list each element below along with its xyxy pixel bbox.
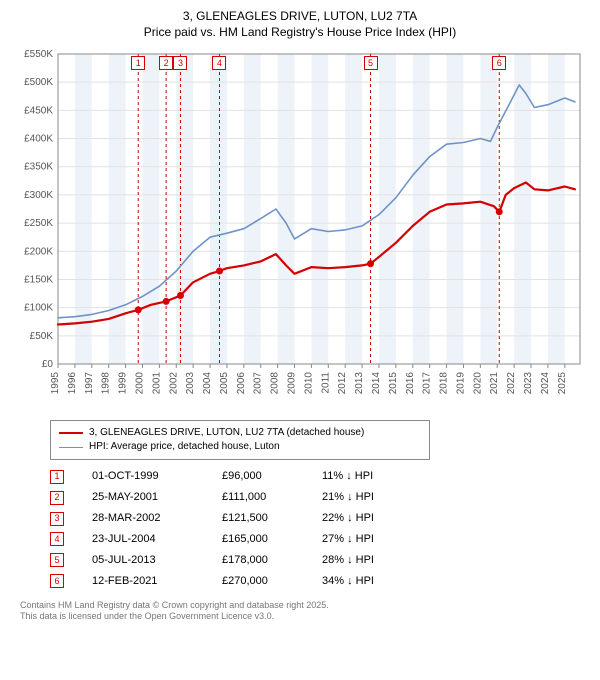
chart-area: £0 £50K £100K £150K £200K £250K £300K £350K £400… bbox=[10, 44, 590, 414]
svg-text:1999: 1999 bbox=[118, 372, 129, 395]
svg-text:2010: 2010 bbox=[303, 372, 314, 395]
legend-item-1: HPI: Average price, detached house, Luto… bbox=[59, 440, 421, 454]
svg-text:2017: 2017 bbox=[422, 372, 433, 395]
svg-text:2014: 2014 bbox=[371, 372, 382, 395]
transaction-vs-hpi: 21% ↓ HPI bbox=[322, 487, 442, 508]
svg-text:2025: 2025 bbox=[557, 372, 568, 395]
svg-text:2024: 2024 bbox=[540, 372, 551, 395]
transaction-vs-hpi: 11% ↓ HPI bbox=[322, 466, 442, 487]
transaction-date: 05-JUL-2013 bbox=[92, 550, 222, 571]
copyright-line-1: Contains HM Land Registry data © Crown c… bbox=[20, 600, 590, 612]
transaction-vs-hpi: 22% ↓ HPI bbox=[322, 508, 442, 529]
transaction-row: 5 05-JUL-2013£178,00028% ↓ HPI bbox=[50, 550, 590, 571]
transaction-vs-hpi: 27% ↓ HPI bbox=[322, 529, 442, 550]
svg-text:2021: 2021 bbox=[489, 372, 500, 395]
transaction-row: 2 25-MAY-2001£111,00021% ↓ HPI bbox=[50, 487, 590, 508]
transaction-date: 28-MAR-2002 bbox=[92, 508, 222, 529]
transaction-marker-num: 3 bbox=[50, 512, 64, 526]
svg-text:2011: 2011 bbox=[320, 372, 331, 394]
svg-text:£0: £0 bbox=[42, 359, 54, 370]
line-chart-svg: £0 £50K £100K £150K £200K £250K £300K £350K £400… bbox=[10, 44, 590, 414]
svg-text:2016: 2016 bbox=[405, 372, 416, 395]
transaction-price: £178,000 bbox=[222, 550, 322, 571]
svg-text:2012: 2012 bbox=[337, 372, 348, 395]
transaction-vs-hpi: 34% ↓ HPI bbox=[322, 571, 442, 592]
svg-text:2009: 2009 bbox=[287, 372, 298, 395]
svg-text:£150K: £150K bbox=[24, 275, 53, 286]
transaction-marker-num: 4 bbox=[50, 532, 64, 546]
svg-text:1997: 1997 bbox=[84, 372, 95, 395]
svg-text:2004: 2004 bbox=[202, 372, 213, 395]
legend-swatch bbox=[59, 432, 83, 434]
copyright-line-2: This data is licensed under the Open Gov… bbox=[20, 611, 590, 623]
svg-text:2001: 2001 bbox=[151, 372, 162, 395]
svg-text:2007: 2007 bbox=[253, 372, 264, 395]
svg-text:1996: 1996 bbox=[67, 372, 78, 395]
svg-text:2006: 2006 bbox=[236, 372, 247, 395]
transaction-price: £165,000 bbox=[222, 529, 322, 550]
svg-text:2022: 2022 bbox=[506, 372, 517, 395]
svg-text:2000: 2000 bbox=[134, 372, 145, 395]
svg-text:2018: 2018 bbox=[439, 372, 450, 395]
title-subtitle: Price paid vs. HM Land Registry's House … bbox=[10, 24, 590, 40]
transaction-date: 25-MAY-2001 bbox=[92, 487, 222, 508]
page-root: 3, GLENEAGLES DRIVE, LUTON, LU2 7TA Pric… bbox=[0, 0, 600, 680]
transaction-marker-num: 6 bbox=[50, 574, 64, 588]
transaction-price: £121,500 bbox=[222, 508, 322, 529]
transaction-price: £270,000 bbox=[222, 571, 322, 592]
svg-text:£100K: £100K bbox=[24, 303, 53, 314]
svg-text:2003: 2003 bbox=[185, 372, 196, 395]
svg-text:£250K: £250K bbox=[24, 218, 53, 229]
chart-title-block: 3, GLENEAGLES DRIVE, LUTON, LU2 7TA Pric… bbox=[10, 8, 590, 40]
svg-text:2015: 2015 bbox=[388, 372, 399, 395]
svg-text:1998: 1998 bbox=[101, 372, 112, 395]
transaction-price: £111,000 bbox=[222, 487, 322, 508]
transaction-date: 23-JUL-2004 bbox=[92, 529, 222, 550]
copyright-block: Contains HM Land Registry data © Crown c… bbox=[20, 600, 590, 623]
transactions-table: 1 01-OCT-1999£96,00011% ↓ HPI 2 25-MAY-2001… bbox=[50, 466, 590, 591]
chart-marker-1: 1 bbox=[131, 56, 145, 70]
svg-text:£50K: £50K bbox=[30, 331, 54, 342]
title-address: 3, GLENEAGLES DRIVE, LUTON, LU2 7TA bbox=[10, 8, 590, 24]
transaction-row: 4 23-JUL-2004£165,00027% ↓ HPI bbox=[50, 529, 590, 550]
svg-text:2008: 2008 bbox=[270, 372, 281, 395]
transaction-vs-hpi: 28% ↓ HPI bbox=[322, 550, 442, 571]
svg-text:2013: 2013 bbox=[354, 372, 365, 395]
chart-marker-4: 4 bbox=[212, 56, 226, 70]
chart-marker-2: 2 bbox=[159, 56, 173, 70]
svg-text:£450K: £450K bbox=[24, 106, 53, 117]
svg-text:£350K: £350K bbox=[24, 162, 53, 173]
svg-text:£550K: £550K bbox=[24, 49, 53, 60]
transaction-marker-num: 2 bbox=[50, 491, 64, 505]
legend-label: HPI: Average price, detached house, Luto… bbox=[89, 440, 280, 454]
chart-marker-6: 6 bbox=[492, 56, 506, 70]
transaction-row: 3 28-MAR-2002£121,50022% ↓ HPI bbox=[50, 508, 590, 529]
legend-swatch bbox=[59, 447, 83, 448]
svg-text:2005: 2005 bbox=[219, 372, 230, 395]
transaction-date: 12-FEB-2021 bbox=[92, 571, 222, 592]
legend-label: 3, GLENEAGLES DRIVE, LUTON, LU2 7TA (det… bbox=[89, 426, 364, 440]
transaction-row: 6 12-FEB-2021£270,00034% ↓ HPI bbox=[50, 571, 590, 592]
chart-marker-5: 5 bbox=[364, 56, 378, 70]
transaction-marker-num: 1 bbox=[50, 470, 64, 484]
transaction-date: 01-OCT-1999 bbox=[92, 466, 222, 487]
svg-text:£500K: £500K bbox=[24, 78, 53, 89]
transaction-row: 1 01-OCT-1999£96,00011% ↓ HPI bbox=[50, 466, 590, 487]
chart-legend: 3, GLENEAGLES DRIVE, LUTON, LU2 7TA (det… bbox=[50, 420, 430, 460]
svg-text:£200K: £200K bbox=[24, 247, 53, 258]
svg-text:2020: 2020 bbox=[472, 372, 483, 395]
svg-text:2019: 2019 bbox=[455, 372, 466, 395]
transaction-price: £96,000 bbox=[222, 466, 322, 487]
transaction-marker-num: 5 bbox=[50, 553, 64, 567]
chart-marker-3: 3 bbox=[173, 56, 187, 70]
legend-item-0: 3, GLENEAGLES DRIVE, LUTON, LU2 7TA (det… bbox=[59, 426, 421, 440]
svg-text:£400K: £400K bbox=[24, 134, 53, 145]
svg-text:2002: 2002 bbox=[168, 372, 179, 395]
svg-text:2023: 2023 bbox=[523, 372, 534, 395]
svg-text:£300K: £300K bbox=[24, 190, 53, 201]
svg-text:1995: 1995 bbox=[50, 372, 61, 395]
